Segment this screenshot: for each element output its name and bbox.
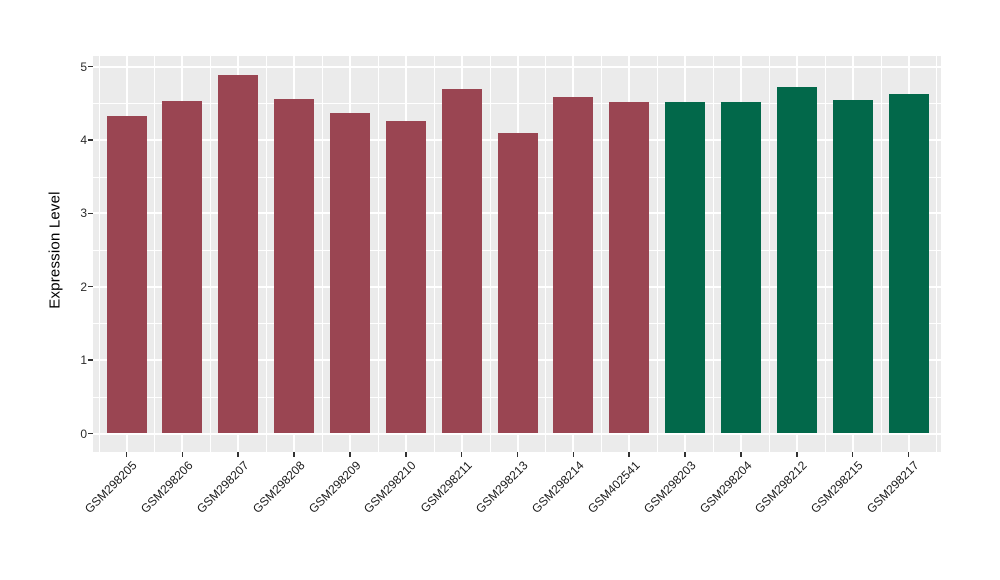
x-tick-mark (740, 452, 742, 457)
gridline-minor-v (713, 56, 715, 452)
x-tick-label: GSM298210 (361, 458, 420, 516)
x-tick-mark (628, 452, 630, 457)
x-tick-label: GSM298211 (417, 458, 475, 516)
gridline-minor-v (433, 56, 435, 452)
bar-GSM298213 (497, 133, 538, 434)
x-tick-mark (181, 452, 184, 457)
bar-GSM298211 (441, 88, 482, 434)
y-tick-label: 4 (80, 132, 87, 147)
y-tick-mark (88, 432, 93, 435)
bar-GSM298206 (162, 100, 203, 434)
bar-GSM298217 (888, 93, 929, 434)
gridline-minor-v (545, 56, 547, 452)
x-tick-label: GSM298205 (82, 458, 140, 516)
x-tick-label: GSM298212 (752, 458, 811, 516)
bar-GSM298210 (385, 120, 426, 434)
gridline-minor-v (266, 56, 268, 452)
y-tick-mark (88, 359, 93, 361)
x-tick-label: GSM298217 (864, 458, 922, 516)
gridline-minor-v (210, 56, 212, 452)
y-tick-mark (88, 65, 93, 68)
x-tick-mark (237, 452, 239, 457)
x-tick-label: GSM298207 (193, 458, 252, 516)
y-tick-mark (88, 212, 93, 215)
x-tick-mark (460, 452, 463, 457)
gridline-minor-v (936, 56, 938, 452)
x-tick-mark (851, 452, 854, 457)
bar-GSM298212 (776, 87, 817, 434)
x-tick-label: GSM298213 (473, 458, 531, 516)
bar-GSM298207 (218, 74, 259, 434)
gridline-minor-v (322, 56, 323, 452)
x-tick-label: GSM298203 (640, 458, 699, 516)
x-tick-label: GSM298208 (249, 458, 308, 516)
bar-GSM402541 (609, 102, 650, 434)
gridline-minor-v (377, 56, 379, 452)
x-tick-mark (516, 452, 519, 457)
x-tick-label: GSM298215 (808, 458, 866, 516)
y-tick-mark (88, 139, 93, 141)
gridline-minor-v (824, 56, 826, 452)
bar-GSM298214 (553, 96, 594, 434)
bar-GSM298209 (329, 113, 370, 434)
gridline-minor-v (489, 56, 491, 452)
x-tick-mark (125, 452, 128, 457)
x-tick-mark (796, 452, 798, 457)
x-tick-label: GSM298206 (138, 458, 196, 516)
x-tick-mark (293, 452, 295, 457)
gridline-minor-v (98, 56, 100, 452)
x-tick-label: GSM402541 (584, 458, 643, 516)
x-tick-mark (405, 452, 407, 457)
plot-panel (93, 56, 941, 452)
gridline-minor-v (768, 56, 770, 452)
x-tick-label: GSM298214 (529, 458, 587, 516)
gridline-minor-v (880, 56, 882, 452)
y-tick-label: 2 (80, 279, 87, 294)
x-tick-mark (572, 452, 575, 457)
y-tick-mark (88, 285, 93, 288)
x-tick-label: GSM298204 (696, 458, 755, 516)
x-tick-mark (907, 452, 910, 457)
y-tick-label: 3 (80, 206, 87, 221)
y-tick-label: 1 (80, 353, 87, 368)
bar-GSM298215 (832, 99, 873, 434)
y-tick-label: 0 (80, 426, 87, 441)
gridline-minor-v (657, 56, 659, 452)
bar-GSM298205 (106, 116, 147, 434)
bar-GSM298204 (720, 101, 761, 434)
x-tick-mark (684, 452, 686, 457)
x-tick-label: GSM298209 (305, 458, 364, 516)
bar-GSM298208 (274, 98, 315, 434)
gridline-minor-v (154, 56, 156, 452)
gridline-minor-v (601, 56, 603, 452)
x-tick-mark (349, 452, 351, 457)
bar-GSM298203 (665, 101, 706, 434)
y-tick-label: 5 (80, 59, 87, 74)
